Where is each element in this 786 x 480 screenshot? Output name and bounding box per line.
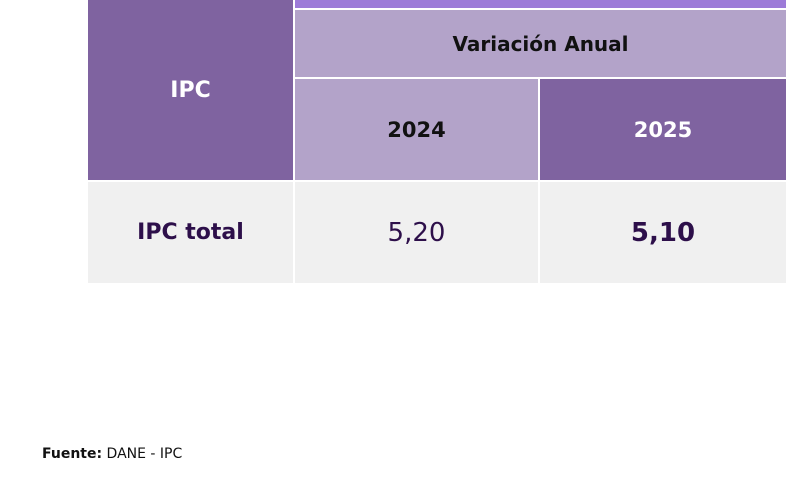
- header-strip: [295, 0, 786, 8]
- source-text: DANE - IPC: [106, 446, 183, 462]
- cell-value: 5,20: [295, 182, 538, 283]
- source-note: Fuente: DANE - IPC: [42, 446, 182, 462]
- column-header: 2025: [540, 79, 786, 180]
- column-header: 2024: [295, 79, 538, 180]
- source-label: Fuente:: [42, 446, 103, 462]
- row-label-header: IPC: [88, 0, 293, 180]
- row-label: IPC total: [88, 182, 293, 283]
- group-header: Variación Anual: [295, 10, 786, 77]
- cell-value: 5,10: [540, 182, 786, 283]
